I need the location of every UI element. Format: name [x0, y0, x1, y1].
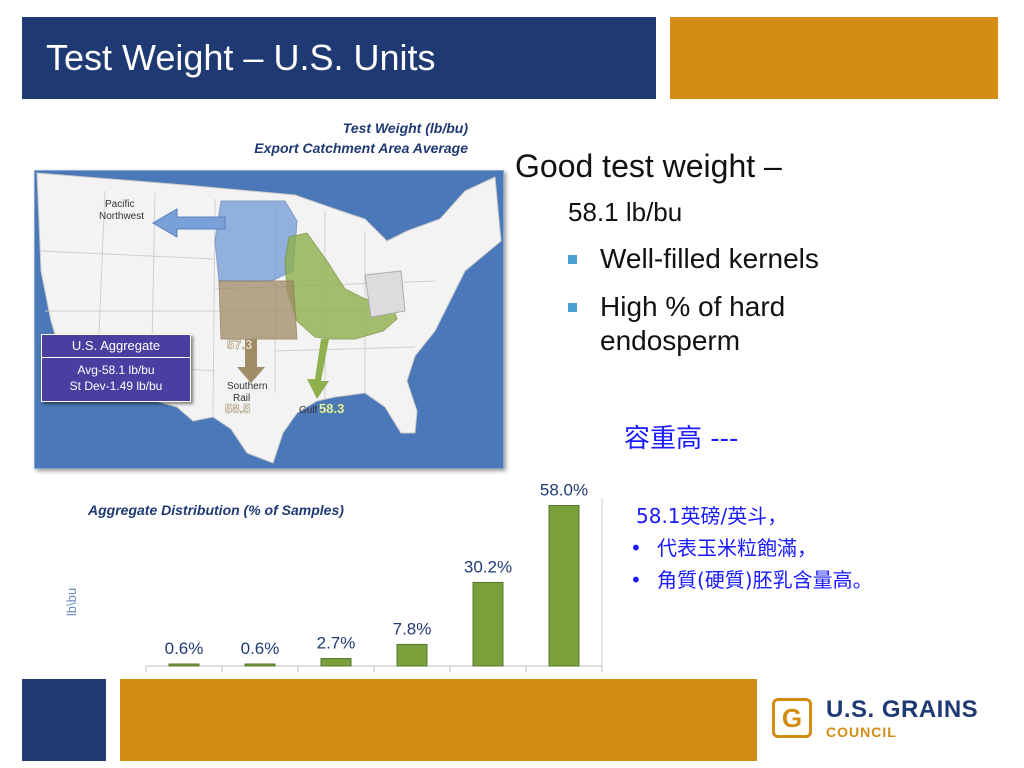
aggregate-stdev: St Dev-1.49 lb/bu [69, 379, 163, 393]
eastern-catchment-area [364, 270, 406, 318]
chinese-item-text: 角質(硬質)胚乳含量高。 [657, 568, 873, 592]
pnw-catchment-area [214, 200, 298, 282]
data-label: 0.6% [241, 639, 280, 658]
bullet-heading: Good test weight – [515, 148, 782, 184]
bullet-item-text: Well-filled kernels [600, 243, 819, 274]
gulf-value-label: 58.3 [319, 401, 344, 416]
data-label: 0.6% [165, 639, 204, 658]
bar [472, 581, 504, 667]
gulf-arrow [307, 339, 329, 399]
data-label: 30.2% [464, 557, 512, 576]
bullet-item: High % of hard endosperm [568, 290, 915, 358]
map-title-line1: Test Weight (lb/bu) [342, 120, 468, 136]
logo-name: U.S. GRAINS [826, 696, 979, 723]
chinese-heading: 容重高 --- [624, 424, 739, 454]
pnw-label: Pacific Northwest [99, 199, 144, 222]
data-label: 58.0% [540, 481, 588, 500]
aggregate-avg: Avg-58.1 lb/bu [77, 363, 155, 377]
bar [244, 663, 276, 667]
data-label: 2.7% [317, 634, 356, 653]
footer-orange-block [120, 679, 757, 761]
chinese-item: • 角質(硬質)胚乳含量高。 [630, 564, 873, 596]
bullet-dot-icon: • [630, 568, 642, 592]
usgc-logo: G U.S. GRAINS COUNCIL [772, 696, 1002, 748]
gulf-label: Gulf [299, 405, 318, 416]
southern-rail-label: Southern Rail [227, 381, 270, 404]
bullet-item-text: High % of hard [600, 291, 786, 322]
bullet-item: Well-filled kernels [568, 242, 915, 276]
logo-mark-icon: G [772, 698, 812, 738]
bullet-value: 58.1 lb/bu [568, 197, 683, 227]
aggregate-heading: U.S. Aggregate [42, 335, 190, 358]
bar [168, 663, 200, 667]
title-bar: Test Weight – U.S. Units [22, 17, 656, 99]
southern-rail-value-label: 58.5 [225, 401, 250, 416]
bar [396, 643, 428, 667]
bullet-dot-icon: • [630, 536, 642, 560]
page-title: Test Weight – U.S. Units [46, 37, 436, 78]
rail-arrow [237, 339, 265, 383]
chinese-line1: 58.1英磅/英斗， [636, 504, 788, 528]
chart-title: Aggregate Distribution (% of Samples) [88, 502, 344, 518]
chinese-item: • 代表玉米粒飽滿， [630, 532, 873, 564]
rail-value-label: 57.3 [227, 337, 252, 352]
data-label: 7.8% [393, 619, 432, 638]
rail-catchment-area [218, 280, 298, 340]
square-bullet-icon [568, 303, 577, 312]
header-accent-block [670, 17, 998, 99]
bullet-list: Good test weight – 58.1 lb/bu Well-fille… [515, 148, 915, 358]
chinese-notes: 58.1英磅/英斗， • 代表玉米粒飽滿， • 角質(硬質)胚乳含量高。 [630, 500, 873, 596]
map-title-line2: Export Catchment Area Average [254, 140, 468, 156]
chinese-item-text: 代表玉米粒飽滿， [657, 536, 817, 560]
us-map: Pacific Northwest Southern Rail Gulf 57.… [34, 170, 504, 469]
pnw-arrow [152, 208, 226, 238]
footer-blue-block [22, 679, 106, 761]
y-axis-label: lb\bu [64, 588, 79, 616]
bar [320, 658, 352, 667]
bullet-item-text: endosperm [600, 325, 741, 356]
us-aggregate-box: U.S. Aggregate Avg-58.1 lb/bu St Dev-1.4… [41, 334, 191, 402]
bar [548, 505, 580, 667]
logo-sub: COUNCIL [826, 724, 897, 740]
square-bullet-icon [568, 255, 577, 264]
map-title: Test Weight (lb/bu) Export Catchment Are… [150, 118, 468, 158]
